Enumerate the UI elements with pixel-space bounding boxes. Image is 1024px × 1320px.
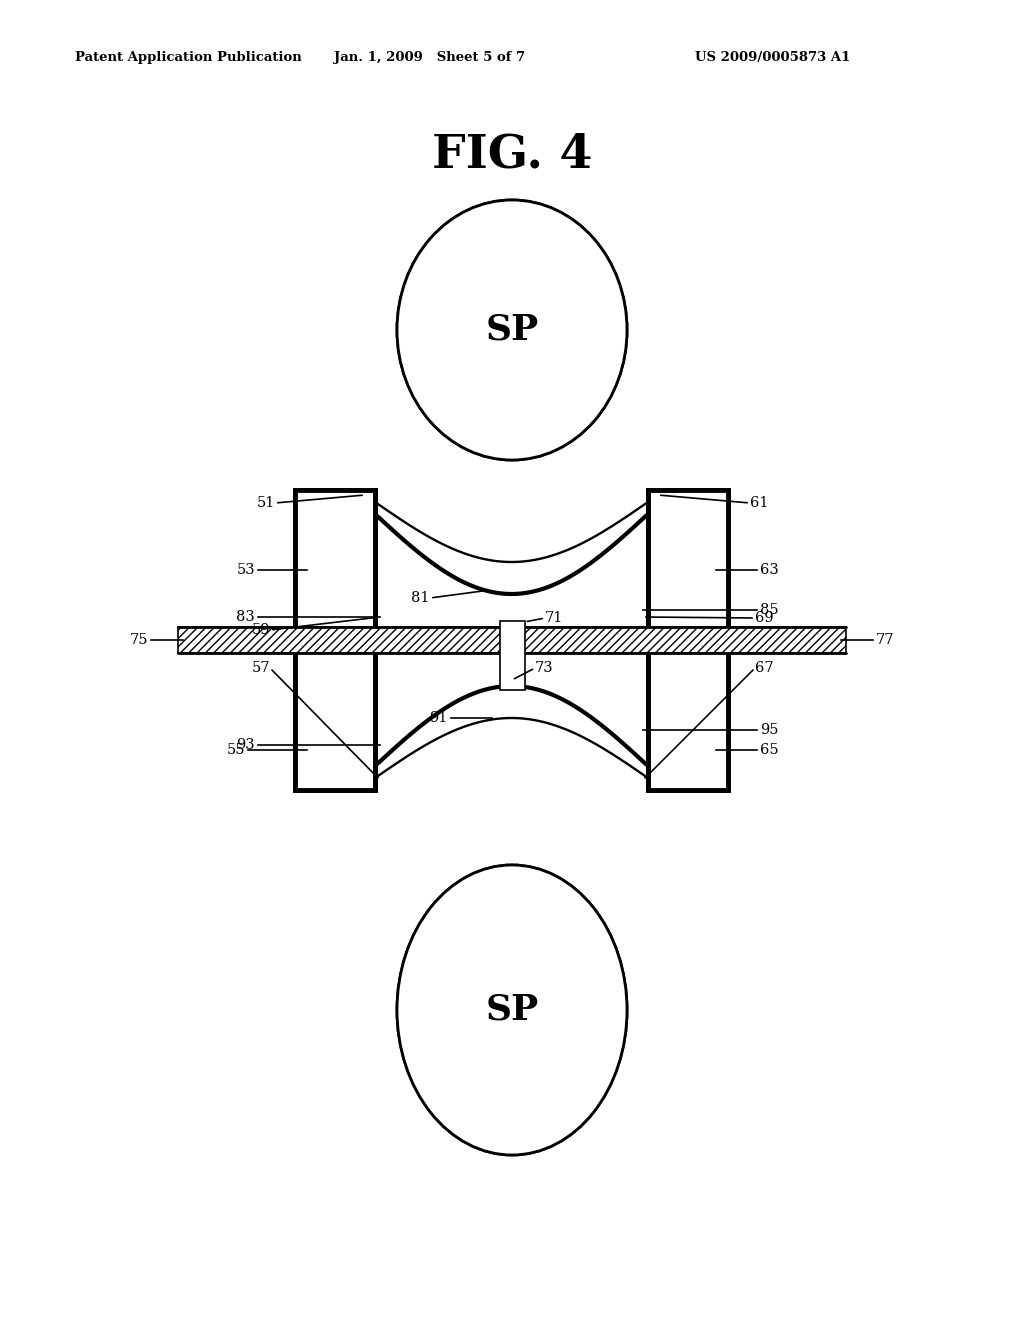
Ellipse shape	[397, 865, 627, 1155]
Ellipse shape	[397, 865, 627, 1155]
Bar	[178, 627, 846, 653]
Text: SP: SP	[485, 313, 539, 347]
Text: 69: 69	[755, 611, 773, 624]
Text: 65: 65	[760, 743, 778, 756]
Text: US 2009/0005873 A1: US 2009/0005873 A1	[695, 51, 850, 65]
Bar	[648, 490, 728, 789]
Text: 81: 81	[412, 591, 430, 605]
Text: SP: SP	[485, 993, 539, 1027]
Text: 57: 57	[252, 661, 270, 675]
Bar	[295, 490, 375, 789]
Text: 77: 77	[876, 634, 895, 647]
Text: 59: 59	[252, 623, 270, 638]
Text: 73: 73	[535, 661, 554, 675]
Text: 93: 93	[237, 738, 255, 752]
Text: 91: 91	[430, 711, 449, 725]
Text: 51: 51	[257, 496, 275, 510]
Bar	[648, 490, 728, 789]
Bar	[500, 620, 524, 690]
Text: 53: 53	[237, 564, 255, 577]
Bar	[295, 490, 375, 789]
Text: 71: 71	[545, 611, 563, 624]
Ellipse shape	[397, 201, 627, 459]
Text: Patent Application Publication: Patent Application Publication	[75, 51, 302, 65]
Text: 67: 67	[755, 661, 773, 675]
Text: 63: 63	[760, 564, 778, 577]
Text: FIG. 4: FIG. 4	[432, 132, 592, 178]
Ellipse shape	[397, 201, 627, 459]
Text: 85: 85	[760, 603, 778, 616]
Text: 95: 95	[760, 723, 778, 737]
Text: Jan. 1, 2009   Sheet 5 of 7: Jan. 1, 2009 Sheet 5 of 7	[335, 51, 525, 65]
Text: 75: 75	[129, 634, 148, 647]
Text: 83: 83	[237, 610, 255, 624]
Text: 55: 55	[226, 743, 245, 756]
Text: 61: 61	[750, 496, 768, 510]
